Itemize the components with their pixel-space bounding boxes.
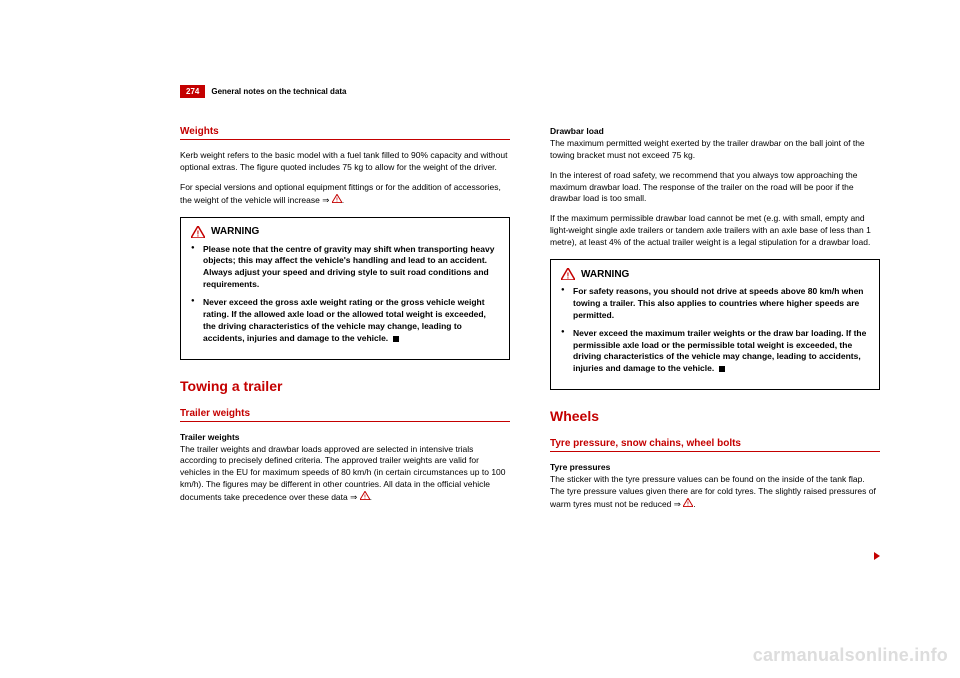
tyre-block: Tyre pressures The sticker with the tyre…	[550, 462, 880, 511]
warning-triangle-icon: !	[191, 226, 205, 238]
trailer-weights-body-post: .	[370, 492, 372, 502]
drawbar-p3: If the maximum permissible drawbar load …	[550, 213, 880, 249]
drawbar-block: Drawbar load The maximum permitted weigh…	[550, 126, 880, 162]
warning-header-1: ! WARNING	[191, 226, 499, 238]
warning-box-2: ! WARNING For safety reasons, you should…	[550, 259, 880, 390]
warning2-item1: For safety reasons, you should not drive…	[561, 286, 869, 322]
section-title: General notes on the technical data	[211, 87, 346, 96]
watermark-text: carmanualsonline.info	[753, 645, 948, 666]
continuation-arrow-icon	[874, 552, 880, 560]
wheels-heading: Wheels	[550, 408, 880, 424]
right-column: Drawbar load The maximum permitted weigh…	[550, 126, 880, 519]
svg-text:!: !	[197, 229, 200, 238]
page-number: 274	[180, 85, 205, 98]
weights-paragraph-2: For special versions and optional equipm…	[180, 182, 510, 207]
columns: Weights Kerb weight refers to the basic …	[180, 126, 880, 519]
drawbar-p2: In the interest of road safety, we recom…	[550, 170, 880, 206]
svg-text:!: !	[687, 501, 689, 507]
tyre-body-post: .	[693, 499, 695, 509]
trailer-weights-bold: Trailer weights	[180, 432, 240, 442]
page-header-bar: 274 General notes on the technical data	[180, 85, 880, 98]
warning1-item2-text: Never exceed the gross axle weight ratin…	[203, 297, 486, 343]
trailer-weights-body: The trailer weights and drawbar loads ap…	[180, 444, 506, 503]
weights-subheading: Weights	[180, 126, 510, 140]
warning-box-1: ! WARNING Please note that the centre of…	[180, 217, 510, 360]
end-marker-icon	[719, 366, 725, 372]
warning-label: WARNING	[581, 269, 629, 280]
svg-text:!: !	[336, 197, 338, 203]
left-column: Weights Kerb weight refers to the basic …	[180, 126, 510, 519]
warning1-item1: Please note that the centre of gravity m…	[191, 244, 499, 292]
warning-triangle-icon: !	[332, 194, 342, 203]
svg-text:!: !	[567, 272, 570, 281]
towing-heading: Towing a trailer	[180, 378, 510, 394]
warning-triangle-icon: !	[561, 268, 575, 280]
tyre-body: The sticker with the tyre pressure value…	[550, 474, 876, 509]
tyre-bold: Tyre pressures	[550, 462, 610, 472]
drawbar-p1: The maximum permitted weight exerted by …	[550, 138, 865, 160]
weights-paragraph-1: Kerb weight refers to the basic model wi…	[180, 150, 510, 174]
drawbar-bold: Drawbar load	[550, 126, 604, 136]
page-content: 274 General notes on the technical data …	[180, 85, 880, 519]
warning-triangle-icon: !	[683, 498, 693, 507]
svg-text:!: !	[364, 495, 366, 501]
tyre-subhead: Tyre pressure, snow chains, wheel bolts	[550, 438, 880, 452]
warning2-item2: Never exceed the maximum trailer weights…	[561, 328, 869, 376]
trailer-weights-block: Trailer weights The trailer weights and …	[180, 432, 510, 504]
trailer-weights-subhead: Trailer weights	[180, 408, 510, 422]
warning-triangle-icon: !	[360, 491, 370, 500]
warning-label: WARNING	[211, 226, 259, 237]
weights-p2-post: .	[342, 195, 344, 205]
end-marker-icon	[393, 336, 399, 342]
warning-header-2: ! WARNING	[561, 268, 869, 280]
warning1-item2: Never exceed the gross axle weight ratin…	[191, 297, 499, 345]
